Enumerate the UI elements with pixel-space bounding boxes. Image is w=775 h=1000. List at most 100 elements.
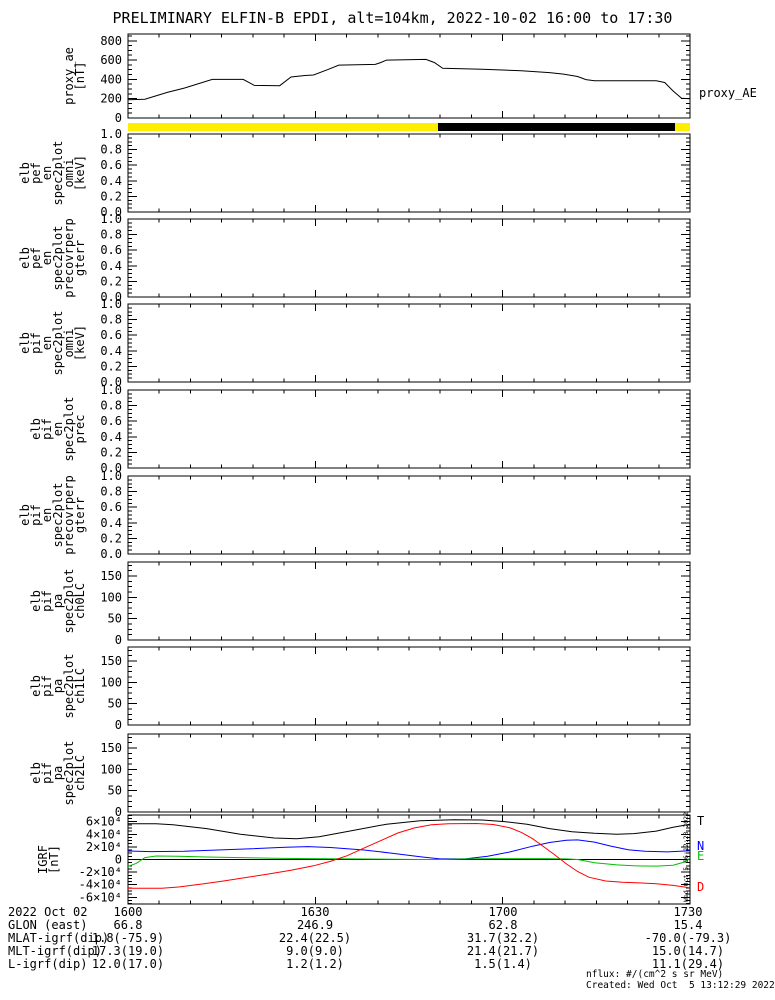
y-axis-label-line: spec2plot xyxy=(62,396,76,461)
svg-text:0.4: 0.4 xyxy=(100,516,122,530)
y-axis-label-line: precovrperp xyxy=(62,475,76,554)
right-series-label: D xyxy=(697,880,704,894)
y-axis-label-line: [keV] xyxy=(73,325,87,361)
y-axis-label-line: pef xyxy=(29,162,43,184)
svg-text:0.4: 0.4 xyxy=(100,344,122,358)
y-axis-label-line: pa xyxy=(51,679,65,693)
footer-row-label: L-igrf(dip) xyxy=(8,957,88,971)
series-D xyxy=(128,822,691,889)
footer-row-label: MLAT-igrf(dip) xyxy=(8,931,110,945)
footer-value: 17.3(19.0) xyxy=(91,944,165,958)
right-series-label: T xyxy=(697,814,704,828)
y-axis-label-line: gterr xyxy=(73,240,87,276)
y-axis-label-line: pa xyxy=(51,594,65,608)
y-axis-label-line: pif xyxy=(40,418,54,440)
y-axis-label-line: en xyxy=(40,251,54,265)
svg-text:0.2: 0.2 xyxy=(100,531,122,545)
svg-text:50: 50 xyxy=(108,784,122,798)
y-axis-label-line: elb xyxy=(29,590,43,612)
y-axis-label-line: [nT] xyxy=(47,845,61,874)
svg-text:1.0: 1.0 xyxy=(100,297,122,311)
svg-text:400: 400 xyxy=(100,72,122,86)
svg-text:100: 100 xyxy=(100,675,122,689)
svg-text:0.2: 0.2 xyxy=(100,189,122,203)
right-series-label: E xyxy=(697,849,704,863)
y-axis-label-line: en xyxy=(40,166,54,180)
svg-text:0.8: 0.8 xyxy=(100,313,122,327)
svg-text:600: 600 xyxy=(100,53,122,67)
svg-text:0.0: 0.0 xyxy=(100,290,122,304)
y-axis-label-line: elb xyxy=(18,332,32,354)
y-axis-label-line: pif xyxy=(40,762,54,784)
plot-title: PRELIMINARY ELFIN-B EPDI, alt=104km, 202… xyxy=(112,9,673,27)
svg-text:0: 0 xyxy=(115,805,122,819)
y-axis-label-line: spec2plot xyxy=(62,653,76,718)
footer-value: 15.4 xyxy=(673,918,703,932)
y-axis-label-line: omni xyxy=(62,329,76,358)
footer-value: 11.1(29.4) xyxy=(651,957,725,971)
y-axis-label-line: pif xyxy=(40,590,54,612)
svg-text:0.6: 0.6 xyxy=(100,414,122,428)
y-axis-label-line: gterr xyxy=(73,497,87,533)
y-axis-label-line: en xyxy=(51,422,65,436)
y-axis-label-line: ch1LC xyxy=(73,668,87,704)
footer-row-label: 2022 Oct 02 xyxy=(8,905,88,919)
svg-text:-6×10⁴: -6×10⁴ xyxy=(79,890,122,904)
footer-value: 1700 xyxy=(488,905,518,919)
svg-text:0.8: 0.8 xyxy=(100,485,122,499)
y-axis-label-line: spec2plot xyxy=(62,568,76,633)
y-axis-label-line: spec2plot xyxy=(51,482,65,547)
series-N xyxy=(127,839,691,860)
y-axis-label-line: pif xyxy=(40,675,54,697)
svg-text:1.0: 1.0 xyxy=(100,383,122,397)
svg-text:50: 50 xyxy=(108,612,122,626)
svg-text:-4×10⁴: -4×10⁴ xyxy=(79,878,122,892)
footer-value: 12.0(17.0) xyxy=(91,957,165,971)
svg-text:150: 150 xyxy=(100,741,122,755)
svg-text:0.6: 0.6 xyxy=(100,500,122,514)
y-axis-label-line: [keV] xyxy=(73,155,87,191)
y-axis-label-line: elb xyxy=(18,504,32,526)
y-axis-label-line: pef xyxy=(29,247,43,269)
panel-elb_pif_en_omni: 1.0 0.80.6 0.40.2 0.0 elbpifenspec2plotomni[… xyxy=(18,297,691,389)
svg-text:100: 100 xyxy=(100,762,122,776)
footer-value: 1730 xyxy=(673,905,703,919)
y-axis-label-line: elb xyxy=(29,418,43,440)
footer-value: 22.4(22.5) xyxy=(278,931,352,945)
y-axis-label-line: elb xyxy=(29,762,43,784)
svg-text:1.0: 1.0 xyxy=(100,127,122,141)
svg-text:0.4: 0.4 xyxy=(100,174,122,188)
y-axis-label-line: proxy_ae xyxy=(62,47,76,105)
footer-value: 66.8 xyxy=(113,918,143,932)
footer-value: 9.0(9.0) xyxy=(286,944,344,958)
y-axis-label-line: en xyxy=(40,508,54,522)
svg-text:0: 0 xyxy=(115,633,122,647)
panel-elb_pif_en_precovrperp: 1.0 0.80.6 0.40.2 0.0 elbpifenspec2plotpreco… xyxy=(18,469,691,561)
svg-text:0.0: 0.0 xyxy=(100,375,122,389)
y-axis-label-line: ch2LC xyxy=(73,755,87,791)
svg-text:0.8: 0.8 xyxy=(100,399,122,413)
svg-text:0.8: 0.8 xyxy=(100,143,122,157)
svg-text:0.6: 0.6 xyxy=(100,158,122,172)
y-axis-label-line: pif xyxy=(29,332,43,354)
y-axis-label-line: elb xyxy=(18,162,32,184)
svg-text:1.0: 1.0 xyxy=(100,212,122,226)
svg-text:0: 0 xyxy=(115,111,122,125)
footer-value: 62.8 xyxy=(488,918,518,932)
svg-text:0.8: 0.8 xyxy=(100,228,122,242)
footer-value: 15.0(14.7) xyxy=(651,944,725,958)
svg-text:0.6: 0.6 xyxy=(100,243,122,257)
y-axis-label-line: ch0LC xyxy=(73,583,87,619)
y-axis-label-line: prec xyxy=(73,415,87,444)
side-timestamp: Wed Oct 5 06:12:28 2022 xyxy=(682,812,690,902)
footer-value: 1.5(1.4) xyxy=(474,957,532,971)
y-axis-label-line: en xyxy=(40,336,54,350)
footer-value: 1.8(-75.9) xyxy=(91,931,165,945)
y-axis-label-line: spec2plot xyxy=(51,225,65,290)
